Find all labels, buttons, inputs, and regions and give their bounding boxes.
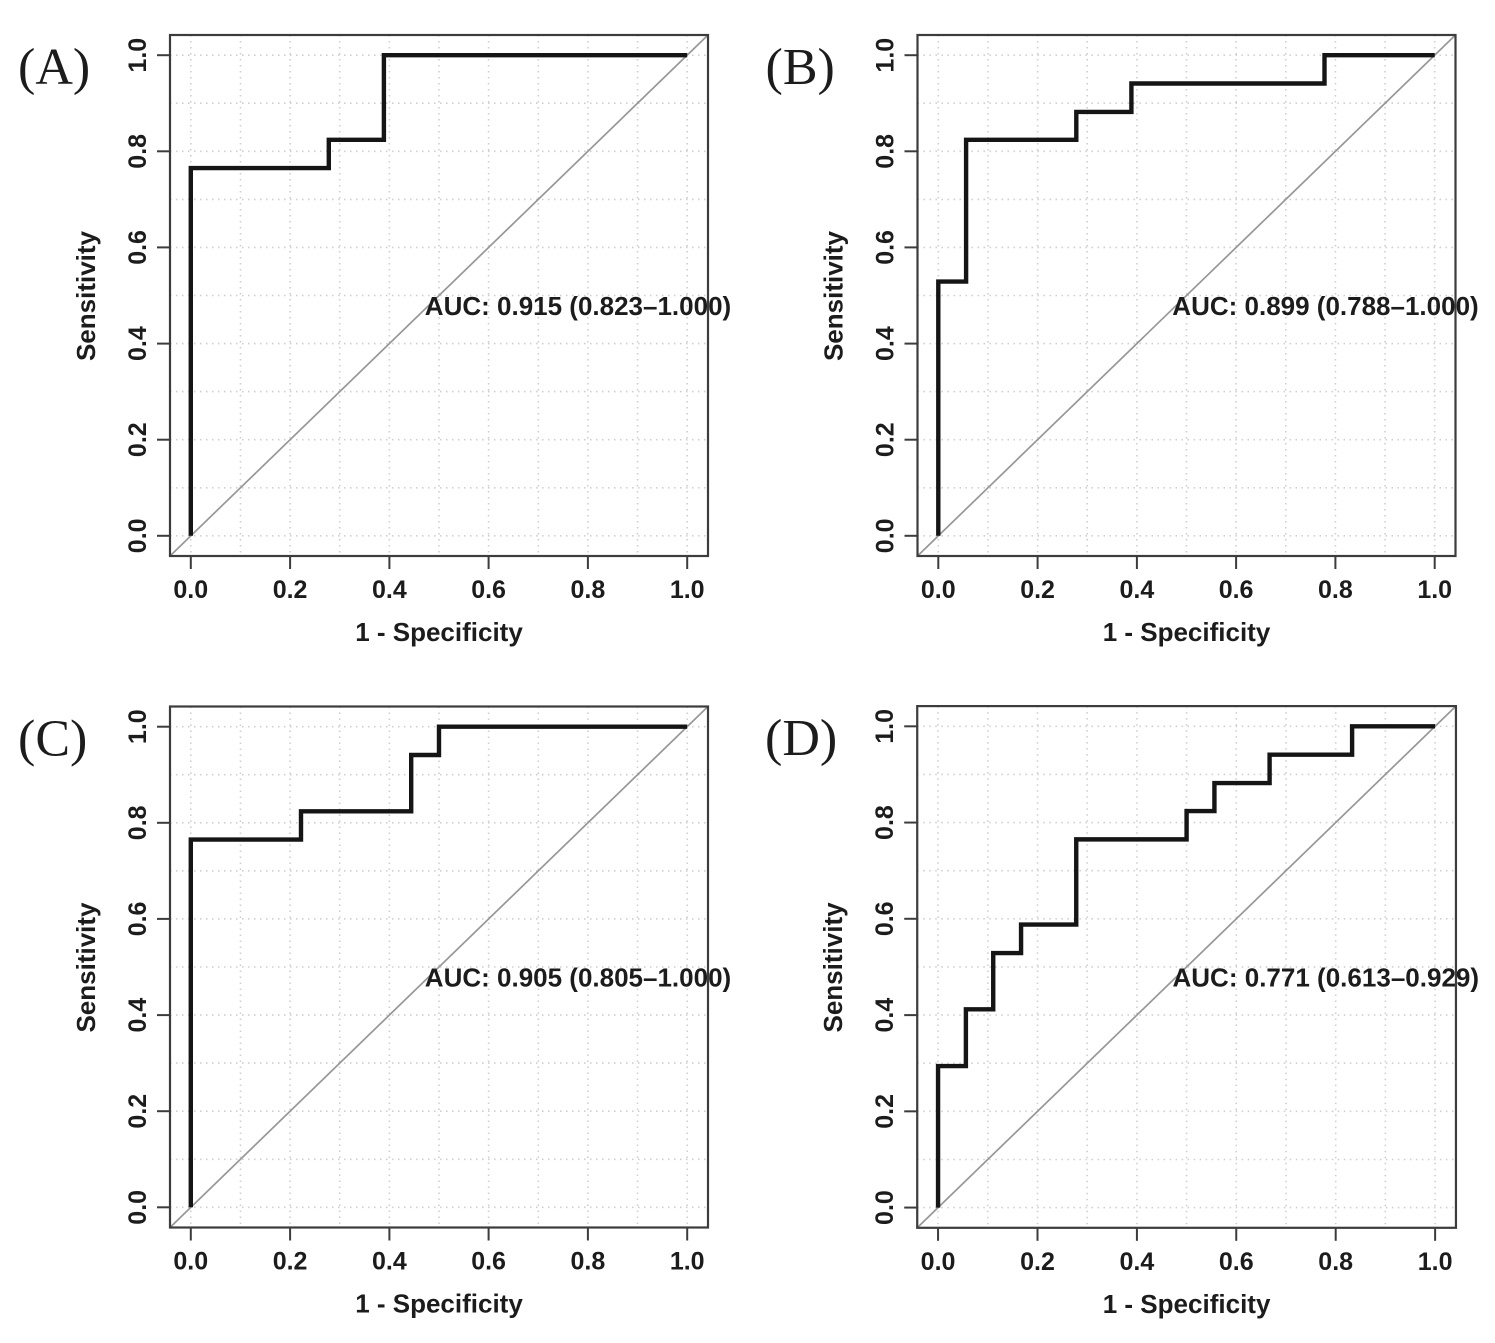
plot-box xyxy=(168,705,710,1229)
y-axis-ticks: 0.0 0.2 0.4 0.6 0.8 1.0 xyxy=(872,38,918,553)
x-tick-label: 0.4 xyxy=(1120,576,1155,604)
auc-annotation: AUC: 0.771 (0.613–0.929) xyxy=(1172,963,1479,993)
y-tick-label: 0.6 xyxy=(871,901,899,936)
x-tick-label: 0.6 xyxy=(1219,1248,1254,1276)
x-tick-label: 0.2 xyxy=(1020,576,1055,604)
roc-chart-c: 0.0 0.2 0.4 0.6 0.8 1.0 0.0 0.2 0.4 0.6 0.8 1.0 (C)… xyxy=(18,705,731,1319)
y-tick-label: 0.8 xyxy=(872,134,900,169)
x-tick-label: 0.6 xyxy=(471,1248,506,1276)
x-axis-label: 1 - Specificity xyxy=(355,1289,523,1319)
y-tick-label: 0.4 xyxy=(871,998,899,1033)
x-tick-label: 0.6 xyxy=(471,576,506,604)
x-tick-label: 0.0 xyxy=(173,1248,208,1276)
y-tick-label: 0.8 xyxy=(124,805,152,840)
y-axis-label: Sensitivity xyxy=(71,230,101,361)
panel-letter: (A) xyxy=(18,39,90,96)
roc-chart-d: 0.0 0.2 0.4 0.6 0.8 1.0 0.0 0.2 0.4 0.6 0.8 1.0 (D)… xyxy=(765,704,1479,1319)
chart-generated-layer: 0.0 0.2 0.4 0.6 0.8 1.0 0.0 0.2 0.4 0.6 0.8 1.0 xyxy=(124,705,710,1276)
x-tick-label: 0.8 xyxy=(571,576,606,604)
x-axis-label: 1 - Specificity xyxy=(1103,1289,1271,1319)
y-tick-label: 0.8 xyxy=(124,134,152,169)
x-tick-label: 1.0 xyxy=(670,576,705,604)
panel-letter: (C) xyxy=(18,711,87,768)
y-tick-label: 0.0 xyxy=(871,1190,899,1225)
y-tick-label: 0.0 xyxy=(124,518,152,553)
roc-curve xyxy=(936,53,1435,536)
panel-letter: (B) xyxy=(766,39,835,96)
y-tick-label: 0.6 xyxy=(124,902,152,937)
y-tick-label: 1.0 xyxy=(124,709,152,744)
x-tick-label: 0.8 xyxy=(571,1248,606,1276)
chart-generated-layer: 0.0 0.2 0.4 0.6 0.8 1.0 0.0 0.2 0.4 0.6 0.8 1.0 xyxy=(871,704,1458,1276)
y-tick-label: 1.0 xyxy=(871,709,899,744)
x-axis-ticks: 0.0 0.2 0.4 0.6 0.8 1.0 xyxy=(921,1227,1453,1276)
roc-chart-a: 0.0 0.2 0.4 0.6 0.8 1.0 0.0 0.2 0.4 0.6 0.8 1.0 (A)… xyxy=(18,33,731,647)
roc-curve xyxy=(188,724,688,1208)
y-tick-label: 1.0 xyxy=(124,38,152,73)
y-tick-label: 0.2 xyxy=(124,1094,152,1129)
y-tick-label: 0.4 xyxy=(124,326,152,361)
roc-panel-a: 0.0 0.2 0.4 0.6 0.8 1.0 0.0 0.2 0.4 0.6 0.8 1.0 (A)… xyxy=(0,0,747,671)
panel-letter: (D) xyxy=(765,710,837,767)
roc-curve xyxy=(935,724,1436,1208)
y-tick-label: 1.0 xyxy=(872,38,900,73)
chance-diagonal-line xyxy=(916,705,1457,1229)
y-axis-label: Sensitivity xyxy=(71,902,101,1033)
plot-box xyxy=(916,33,1457,558)
auc-annotation: AUC: 0.915 (0.823–1.000) xyxy=(425,291,731,321)
x-tick-label: 0.8 xyxy=(1318,576,1353,604)
x-axis-ticks: 0.0 0.2 0.4 0.6 0.8 1.0 xyxy=(173,556,705,604)
x-tick-label: 0.2 xyxy=(273,1248,308,1276)
roc-panel-d: 0.0 0.2 0.4 0.6 0.8 1.0 0.0 0.2 0.4 0.6 0.8 1.0 (D)… xyxy=(747,671,1495,1343)
x-tick-label: 0.2 xyxy=(273,576,308,604)
chance-diagonal-line xyxy=(916,34,1457,557)
x-axis-ticks: 0.0 0.2 0.4 0.6 0.8 1.0 xyxy=(921,556,1452,604)
x-tick-label: 0.0 xyxy=(921,576,956,604)
auc-annotation: AUC: 0.899 (0.788–1.000) xyxy=(1172,291,1478,321)
x-tick-label: 0.8 xyxy=(1318,1248,1353,1276)
roc-panel-b: 0.0 0.2 0.4 0.6 0.8 1.0 0.0 0.2 0.4 0.6 0.8 1.0 (B)… xyxy=(747,0,1495,671)
y-tick-label: 0.0 xyxy=(872,518,900,553)
y-tick-label: 0.2 xyxy=(871,1094,899,1129)
y-tick-label: 0.4 xyxy=(872,326,900,361)
x-axis-label: 1 - Specificity xyxy=(1103,617,1271,647)
auc-annotation: AUC: 0.905 (0.805–1.000) xyxy=(425,963,731,993)
x-axis-label: 1 - Specificity xyxy=(355,617,523,647)
x-tick-label: 0.4 xyxy=(372,1248,407,1276)
y-axis-label: Sensitivity xyxy=(818,902,848,1033)
y-axis-ticks: 0.0 0.2 0.4 0.6 0.8 1.0 xyxy=(124,38,170,553)
plot-box xyxy=(168,33,710,558)
y-axis-ticks: 0.0 0.2 0.4 0.6 0.8 1.0 xyxy=(871,709,918,1225)
plot-box xyxy=(916,704,1458,1229)
x-tick-label: 1.0 xyxy=(1418,1248,1453,1276)
roc-panel-c: 0.0 0.2 0.4 0.6 0.8 1.0 0.0 0.2 0.4 0.6 0.8 1.0 (C)… xyxy=(0,671,747,1343)
y-axis-label: Sensitivity xyxy=(819,230,849,361)
y-tick-label: 0.6 xyxy=(872,230,900,265)
y-tick-label: 0.2 xyxy=(124,422,152,457)
y-tick-label: 0.0 xyxy=(124,1190,152,1225)
chart-generated-layer: 0.0 0.2 0.4 0.6 0.8 1.0 0.0 0.2 0.4 0.6 0.8 1.0 xyxy=(124,33,710,604)
chance-diagonal-line xyxy=(169,705,709,1229)
y-tick-label: 0.6 xyxy=(124,230,152,265)
roc-chart-b: 0.0 0.2 0.4 0.6 0.8 1.0 0.0 0.2 0.4 0.6 0.8 1.0 (B)… xyxy=(766,33,1479,647)
y-axis-ticks: 0.0 0.2 0.4 0.6 0.8 1.0 xyxy=(124,709,170,1225)
x-tick-label: 0.4 xyxy=(1120,1248,1155,1276)
chance-diagonal-line xyxy=(169,34,709,557)
x-axis-ticks: 0.0 0.2 0.4 0.6 0.8 1.0 xyxy=(173,1227,705,1276)
x-tick-label: 0.6 xyxy=(1219,576,1254,604)
x-tick-label: 0.4 xyxy=(372,576,407,604)
x-tick-label: 1.0 xyxy=(1417,576,1452,604)
y-tick-label: 0.4 xyxy=(124,998,152,1033)
x-tick-label: 1.0 xyxy=(670,1248,705,1276)
chart-generated-layer: 0.0 0.2 0.4 0.6 0.8 1.0 0.0 0.2 0.4 0.6 0.8 1.0 xyxy=(872,33,1457,604)
x-tick-label: 0.0 xyxy=(921,1248,956,1276)
x-tick-label: 0.2 xyxy=(1020,1248,1055,1276)
x-tick-label: 0.0 xyxy=(173,576,208,604)
y-tick-label: 0.2 xyxy=(872,422,900,457)
y-tick-label: 0.8 xyxy=(871,805,899,840)
roc-curve xyxy=(188,53,688,536)
